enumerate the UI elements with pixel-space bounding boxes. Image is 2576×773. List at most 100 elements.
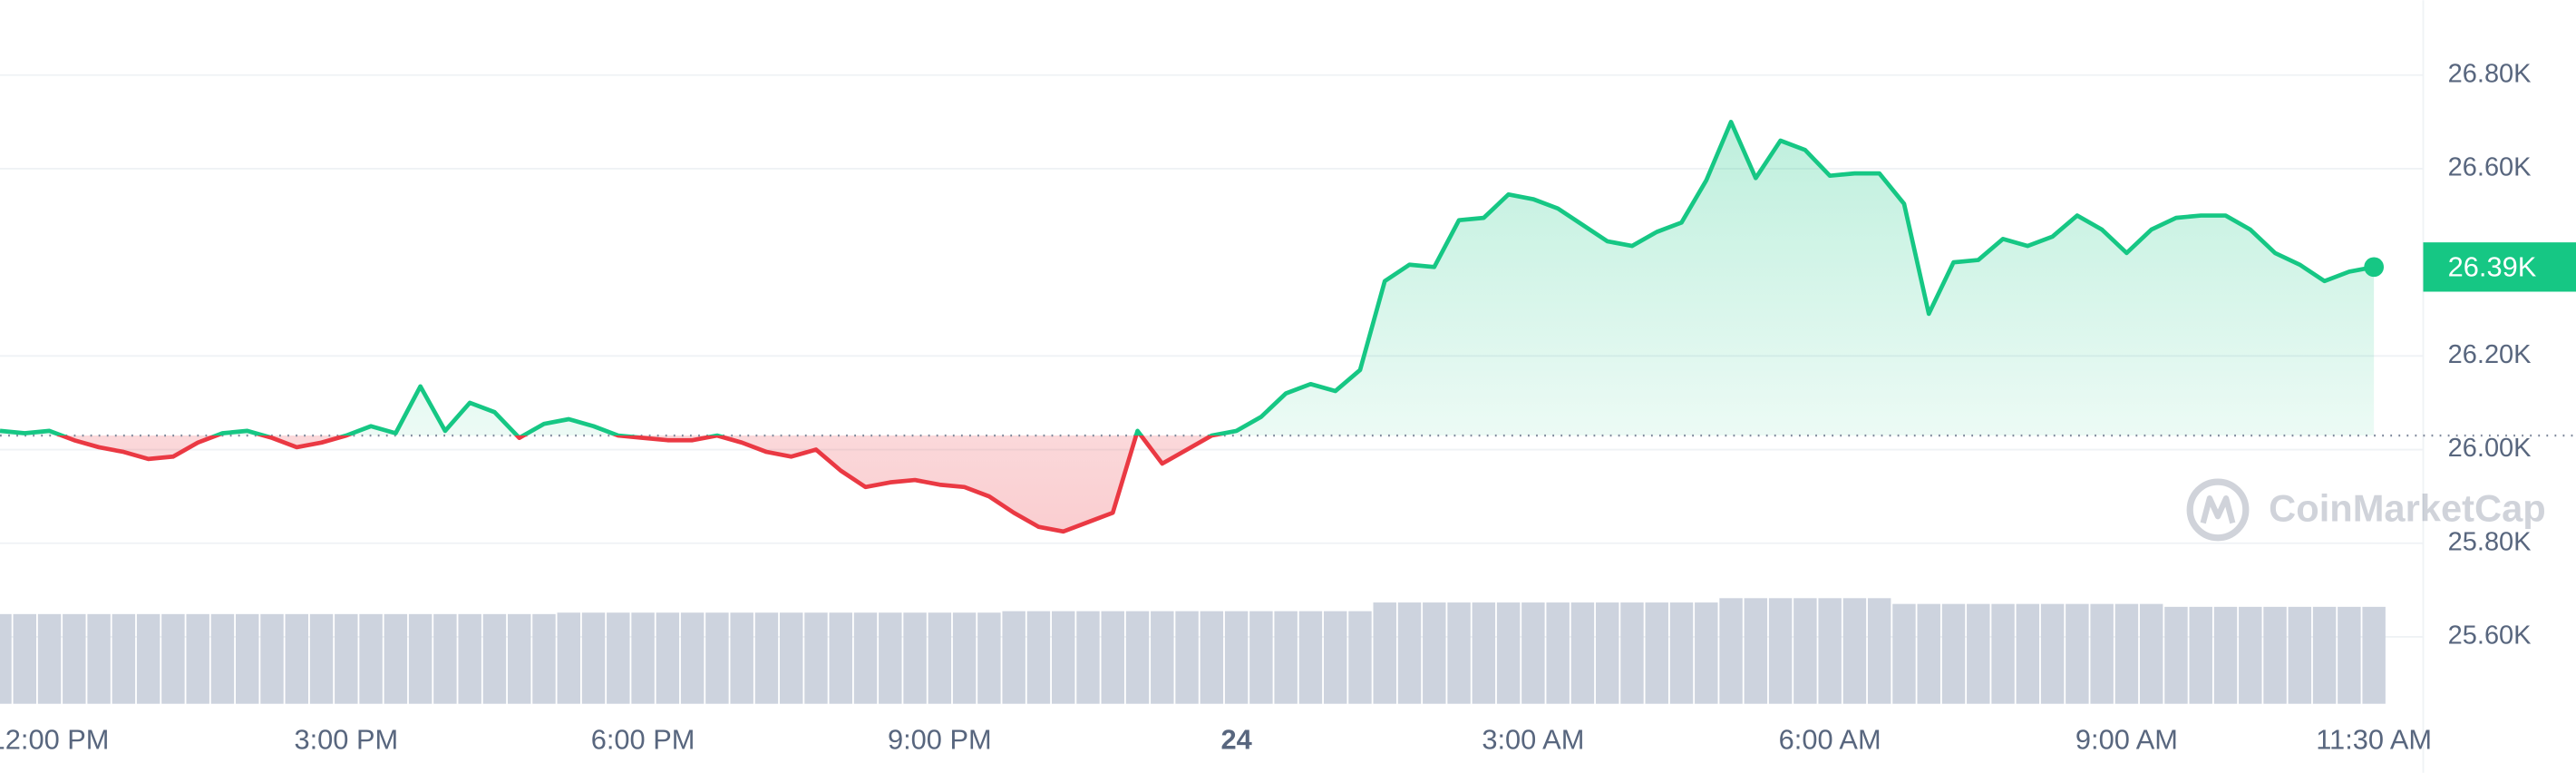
last-point [2364,257,2385,278]
volume-bar [2312,606,2337,704]
volume-bar [1967,603,1990,704]
price-line-down [55,435,1223,534]
volume-bar [1917,603,1940,704]
volume-bar [2213,606,2238,704]
volume-bar [1818,598,1842,704]
volume-bar [2338,606,2361,704]
volume-bar [879,612,902,704]
volume-bar [656,612,680,704]
volume-bar [1719,598,1743,704]
watermark-text: CoinMarketCap [2269,487,2546,530]
volume-bar [1695,602,1718,704]
volume-bar [754,612,779,704]
x-tick-label: 9:00 AM [2075,724,2178,756]
area-fill-up [0,122,2375,436]
volume-bar [1224,611,1249,704]
volume-bar [1768,598,1793,704]
price-line-up [0,120,2375,436]
volume-bar [1793,598,1817,704]
volume-bar [1348,611,1372,704]
volume-bar [2189,606,2212,704]
volume-bar [13,613,37,704]
volume-bar [952,612,977,704]
volume-bar [1151,611,1174,704]
volume-bar [309,613,334,704]
volume-bar [977,612,1001,704]
x-tick-label: 6:00 PM [591,724,695,756]
volume-bar [0,613,12,704]
volume-bar [1026,611,1051,704]
volume-bar [482,613,507,704]
volume-bar [1051,611,1075,704]
volume-bar [607,612,630,704]
volume-bar [1002,611,1026,704]
volume-bar [829,612,852,704]
watermark: CoinMarketCap [2186,478,2546,542]
y-tick-label: 26.00K [2448,434,2532,463]
volume-bar [1323,611,1347,704]
y-tick-label: 25.80K [2448,527,2532,556]
volume-bar [2164,606,2188,704]
volume-bar [804,612,828,704]
volume-bar [285,613,308,704]
volume-bar [2066,603,2089,704]
volume-bar [779,612,803,704]
volume-bar [730,612,753,704]
volume-bar [853,612,878,704]
watermark-logo [2186,478,2250,542]
volume-bar [2288,606,2312,704]
volume-bar [903,612,927,704]
volume-bar [2114,603,2139,704]
volume-bar [1941,603,1966,704]
volume-bar [1744,598,1768,704]
volume-bar [87,613,111,704]
volume-bar [1397,602,1422,704]
volume-bar [1991,603,2015,704]
x-tick-label: 6:00 AM [1779,724,1881,756]
volume-bar [1447,602,1471,704]
volume-bar [2016,603,2040,704]
volume-bar [1101,611,1124,704]
volume-bar [384,613,408,704]
price-tag [2423,242,2576,292]
volume-bar [1546,602,1570,704]
volume-bar [1274,611,1298,704]
volume-bar [161,613,185,704]
volume-bar [1249,611,1273,704]
volume-bar [1496,602,1521,704]
volume-bar [581,612,606,704]
volume-bar [1125,611,1150,704]
volume-bar [433,613,457,704]
volume-bar [532,613,556,704]
volume-bar [1472,602,1496,704]
volume-bar [1521,602,1545,704]
volume-bar [1373,602,1396,704]
volume-bar [260,613,284,704]
volume-bar [507,613,531,704]
volume-bar [112,613,136,704]
x-tick-label: 24 [1220,724,1251,756]
watermark-logo-m [2200,495,2236,524]
y-tick-label: 25.60K [2448,621,2532,651]
volume-bar [1669,602,1694,704]
area-fill-down [62,435,1212,532]
x-tick-label: 9:00 PM [888,724,992,756]
volume-bar [680,612,705,704]
volume-bar [335,613,358,704]
volume-bar [1892,603,1916,704]
volume-bar [1570,602,1595,704]
volume-bar [210,613,235,704]
volume-bar [2362,606,2386,704]
volume-bar [1423,602,1446,704]
volume-bar [458,613,481,704]
volume-bar [557,612,580,704]
volume-bar [1620,602,1644,704]
x-tick-label: 11:30 AM [2316,724,2432,756]
volume-bar [63,613,86,704]
volume-bar [1595,602,1619,704]
volume-bar [2263,606,2287,704]
volume-bar [1175,611,1199,704]
y-tick-label: 26.20K [2448,340,2532,369]
volume-bar [37,613,62,704]
